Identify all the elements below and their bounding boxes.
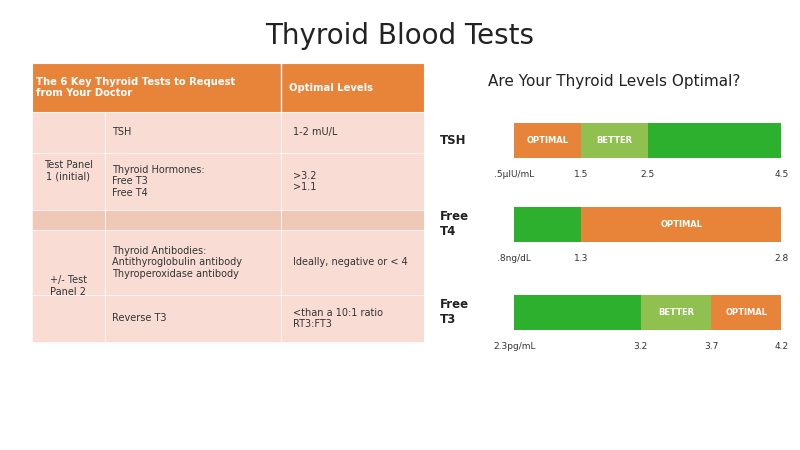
Text: 2.5: 2.5 <box>641 170 655 179</box>
Text: 1-2 mU/L: 1-2 mU/L <box>293 127 337 137</box>
Bar <box>581 123 648 158</box>
Bar <box>32 295 105 342</box>
Text: Free
T3: Free T3 <box>439 298 469 326</box>
Text: Thyroid Antibodies:
Antithyroglobulin antibody
Thyroperoxidase antibody: Thyroid Antibodies: Antithyroglobulin an… <box>112 246 242 279</box>
Text: Free
T4: Free T4 <box>439 211 469 239</box>
Text: TSH: TSH <box>112 127 132 137</box>
Bar <box>581 207 782 242</box>
Bar <box>105 211 281 230</box>
Text: 1.3: 1.3 <box>574 254 588 263</box>
Text: 2.8: 2.8 <box>774 254 789 263</box>
Bar <box>105 230 281 295</box>
Text: TSH: TSH <box>439 134 466 147</box>
Text: OPTIMAL: OPTIMAL <box>725 308 767 317</box>
Bar <box>648 123 782 158</box>
Bar <box>281 153 424 211</box>
Text: Optimal Levels: Optimal Levels <box>289 82 373 93</box>
Text: OPTIMAL: OPTIMAL <box>526 136 569 145</box>
Bar <box>514 295 641 330</box>
Bar <box>281 211 424 230</box>
Bar <box>105 112 281 153</box>
Text: Test Panel
1 (initial): Test Panel 1 (initial) <box>44 160 93 182</box>
Text: 4.2: 4.2 <box>774 342 788 351</box>
Bar <box>281 112 424 153</box>
Text: 1.5: 1.5 <box>574 170 588 179</box>
Text: Ideally, negative or < 4: Ideally, negative or < 4 <box>293 257 407 267</box>
Bar <box>105 153 281 211</box>
Bar <box>105 295 281 342</box>
Bar <box>32 63 424 112</box>
Text: BETTER: BETTER <box>658 308 694 317</box>
Bar <box>514 207 581 242</box>
Bar <box>711 295 782 330</box>
Text: .8ng/dL: .8ng/dL <box>498 254 531 263</box>
Text: 2.3pg/mL: 2.3pg/mL <box>493 342 535 351</box>
Bar <box>32 153 105 211</box>
Text: BETTER: BETTER <box>596 136 633 145</box>
Bar <box>641 295 711 330</box>
Text: Are Your Thyroid Levels Optimal?: Are Your Thyroid Levels Optimal? <box>488 73 740 89</box>
Bar <box>32 211 105 230</box>
Text: OPTIMAL: OPTIMAL <box>660 220 702 229</box>
Bar <box>514 123 581 158</box>
Text: 4.5: 4.5 <box>774 170 789 179</box>
Bar <box>32 230 105 295</box>
Bar <box>281 230 424 295</box>
Bar <box>281 295 424 342</box>
Text: <than a 10:1 ratio
RT3:FT3: <than a 10:1 ratio RT3:FT3 <box>293 307 382 329</box>
Text: 3.7: 3.7 <box>704 342 718 351</box>
Text: Thyroid Hormones:
Free T3
Free T4: Thyroid Hormones: Free T3 Free T4 <box>112 165 205 198</box>
Text: .5μIU/mL: .5μIU/mL <box>494 170 534 179</box>
Text: >3.2
>1.1: >3.2 >1.1 <box>293 171 316 192</box>
Text: Thyroid Blood Tests: Thyroid Blood Tests <box>266 22 534 50</box>
Text: 3.2: 3.2 <box>634 342 648 351</box>
Text: +/- Test
Panel 2: +/- Test Panel 2 <box>50 275 87 297</box>
Text: The 6 Key Thyroid Tests to Request
from Your Doctor: The 6 Key Thyroid Tests to Request from … <box>36 77 235 99</box>
Bar <box>32 112 105 153</box>
Text: Reverse T3: Reverse T3 <box>112 313 167 324</box>
